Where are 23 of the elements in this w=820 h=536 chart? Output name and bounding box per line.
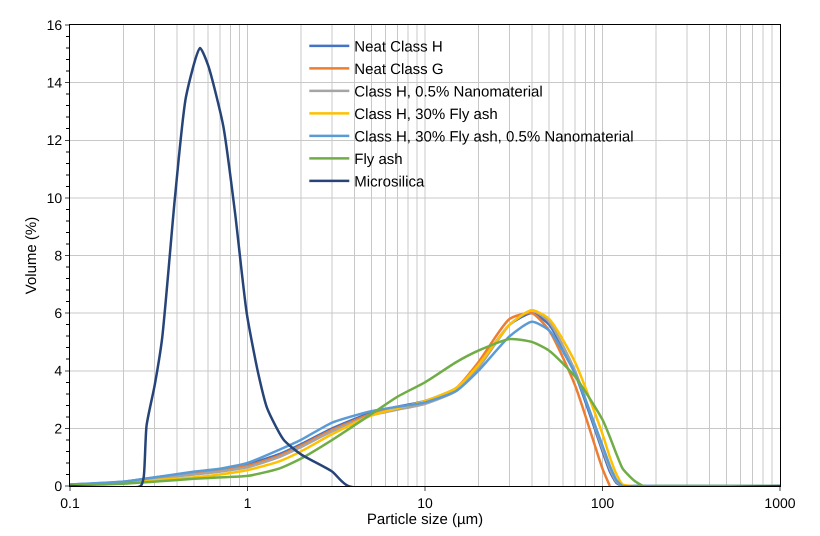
y-tick-label: 12 xyxy=(46,132,62,148)
legend-label: Fly ash xyxy=(354,151,403,168)
legend-label: Class H, 0.5% Nanomaterial xyxy=(354,84,543,101)
x-tick-label: 100 xyxy=(590,494,614,511)
y-tick-label: 4 xyxy=(54,362,62,379)
x-tick-label: 0.1 xyxy=(60,494,80,511)
y-tick-label: 14 xyxy=(46,74,62,91)
y-tick-label: 16 xyxy=(46,16,62,33)
x-tick-label: 1 xyxy=(244,494,252,511)
x-tick-label: 10 xyxy=(417,494,433,511)
x-tick-label: 1000 xyxy=(764,494,796,511)
y-tick-label: 2 xyxy=(54,420,62,436)
y-axis-title: Volume (%) xyxy=(22,216,40,294)
legend-label: Neat Class H xyxy=(354,38,443,56)
legend-label: Microsilica xyxy=(354,174,425,191)
legend-label: Class H, 30% Fly ash xyxy=(354,106,498,124)
y-tick-label: 6 xyxy=(54,305,62,322)
legend-label: Class H, 30% Fly ash, 0.5% Nanomaterial xyxy=(354,128,634,146)
x-axis-title: Particle size (µm) xyxy=(366,510,484,528)
y-tick-label: 0 xyxy=(54,478,62,494)
y-tick-label: 10 xyxy=(46,190,62,206)
legend-label: Neat Class G xyxy=(354,61,444,78)
y-tick-label: 8 xyxy=(54,247,62,264)
